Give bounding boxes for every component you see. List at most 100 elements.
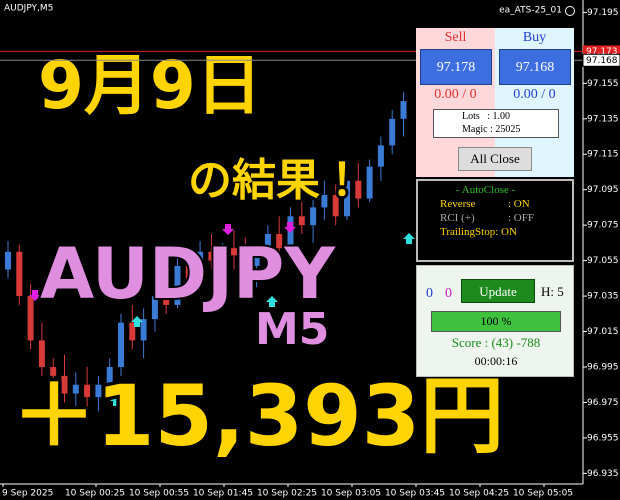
candle-body xyxy=(332,195,339,217)
y-tick-label: 96.995 xyxy=(587,362,619,372)
bid-label-box xyxy=(582,53,620,67)
setting-value: : OFF xyxy=(508,212,534,224)
status-panel: 0 0 Update H: 5 100 % Score : (43) -788 … xyxy=(416,265,574,377)
buy-label: Buy xyxy=(522,30,547,45)
autoclose-row: RCI (+) : OFF xyxy=(440,212,572,224)
candle-body xyxy=(366,166,373,199)
y-tick-label: 96.955 xyxy=(587,433,619,443)
y-tick-label: 97.195 xyxy=(587,8,619,18)
progress-bar: 100 % xyxy=(431,311,561,332)
all-close-button[interactable]: All Close xyxy=(458,147,532,171)
signal-arrows xyxy=(29,222,415,406)
sell-button[interactable]: 97.178 xyxy=(420,49,492,85)
setting-name: RCI (+) xyxy=(440,212,475,224)
setting-name: Reverse xyxy=(440,198,476,210)
x-tick-label: 10 Sep 00:55 xyxy=(129,489,189,499)
count-a: 0 xyxy=(426,286,433,301)
setting-name: TrailingStop xyxy=(440,226,496,238)
candle-body xyxy=(50,366,57,376)
candle-body xyxy=(27,296,34,341)
timer: 00:00:16 xyxy=(474,354,518,368)
x-tick-label: 10 Sep 03:45 xyxy=(385,489,445,499)
candle-body xyxy=(389,118,396,146)
sell-arrow xyxy=(29,290,41,301)
candle-body xyxy=(231,248,237,256)
candle-body xyxy=(38,340,45,367)
candle-body xyxy=(400,101,407,119)
overlay-date: 9月9日 xyxy=(38,47,262,124)
y-tick-label: 97.155 xyxy=(587,79,619,89)
buy-arrow xyxy=(403,233,415,244)
x-tick-label: 10 Sep 04:25 xyxy=(449,489,509,499)
candle-body xyxy=(264,234,271,252)
update-button[interactable]: Update xyxy=(461,279,535,303)
y-tick-label: 97.035 xyxy=(587,292,619,302)
y-tick-label: 96.935 xyxy=(587,469,619,479)
y-tick-label: 97.075 xyxy=(587,221,619,231)
count-b: 0 xyxy=(445,286,452,301)
buy-arrow xyxy=(266,296,278,307)
buy-pl: 0.00 / 0 xyxy=(513,87,556,102)
sell-arrow xyxy=(222,224,234,235)
buy-button[interactable]: 97.168 xyxy=(499,49,571,85)
overlay-result: の結果！ xyxy=(188,155,364,206)
ea-icon xyxy=(565,6,575,16)
candle-body xyxy=(197,251,204,279)
candle-body xyxy=(174,265,181,305)
candle-body xyxy=(163,296,170,305)
h-value: H: 5 xyxy=(541,284,564,299)
candle-body xyxy=(208,251,215,261)
lots-box: Lots : 1.00 Magic : 25025 xyxy=(433,109,559,138)
buy-arrow xyxy=(131,316,143,327)
candle-body xyxy=(242,255,249,266)
y-tick-label: 97.015 xyxy=(587,327,619,337)
chart-symbol: AUDJPY,M5 xyxy=(4,4,53,14)
y-tick-label: 96.975 xyxy=(587,398,619,408)
autoclose-panel: - AutoClose - Reverse : ON RCI (+) : OFF Tra… xyxy=(416,179,574,262)
autoclose-rows: Reverse: ON RCI (+): OFF TrailingStop: ON xyxy=(440,198,572,238)
ask-label: 97.173 xyxy=(586,47,618,57)
candle-body xyxy=(16,251,23,297)
autoclose-row: Reverse : ON xyxy=(440,198,572,210)
candle-body xyxy=(219,248,226,261)
candle-body xyxy=(185,265,192,279)
candle-body xyxy=(344,180,350,217)
candle-body xyxy=(72,384,79,394)
y-tick-label: 97.115 xyxy=(587,150,619,160)
y-tick-label: 97.135 xyxy=(587,114,619,124)
sell-label: Sell xyxy=(444,30,467,45)
x-tick-label: 10 Sep 05:05 xyxy=(513,489,573,499)
trade-panel: Sell Buy 97.178 97.168 0.00 / 0 0.00 / 0… xyxy=(416,28,574,177)
overlay-profit: ＋15,393円 xyxy=(12,367,504,465)
overlay-timeframe: M5 xyxy=(255,304,329,355)
buy-arrow xyxy=(110,395,122,406)
score: Score : (43) -788 xyxy=(451,335,541,350)
candle-body xyxy=(140,319,147,341)
setting-value: : ON xyxy=(508,198,530,210)
candle-body xyxy=(106,366,113,385)
overlay-symbol: AUDJPY xyxy=(40,233,336,315)
candles xyxy=(5,92,407,415)
autoclose-row: TrailingStop: ON xyxy=(440,226,572,238)
setting-value: : ON xyxy=(495,226,517,238)
candle-body xyxy=(355,180,362,199)
x-tick-label: 10 Sep 01:45 xyxy=(193,489,253,499)
candle-body xyxy=(84,384,91,398)
x-tick-label: 9 Sep 2025 xyxy=(2,489,53,499)
candle-body xyxy=(276,234,283,249)
candle-body xyxy=(95,384,102,398)
candle-body xyxy=(310,207,317,226)
x-tick-label: 10 Sep 00:25 xyxy=(65,489,125,499)
x-tick-label: 10 Sep 03:05 xyxy=(321,489,381,499)
candle-body xyxy=(129,322,136,341)
y-tick-label: 97.095 xyxy=(587,185,619,195)
sell-arrow xyxy=(284,222,296,233)
lots: Lots : 1.00 xyxy=(462,111,511,122)
candle-body xyxy=(377,145,384,167)
candle-body xyxy=(298,216,305,226)
x-tick-label: 10 Sep 02:25 xyxy=(257,489,317,499)
autoclose-title: - AutoClose - xyxy=(456,184,516,196)
candle-body xyxy=(253,251,260,266)
